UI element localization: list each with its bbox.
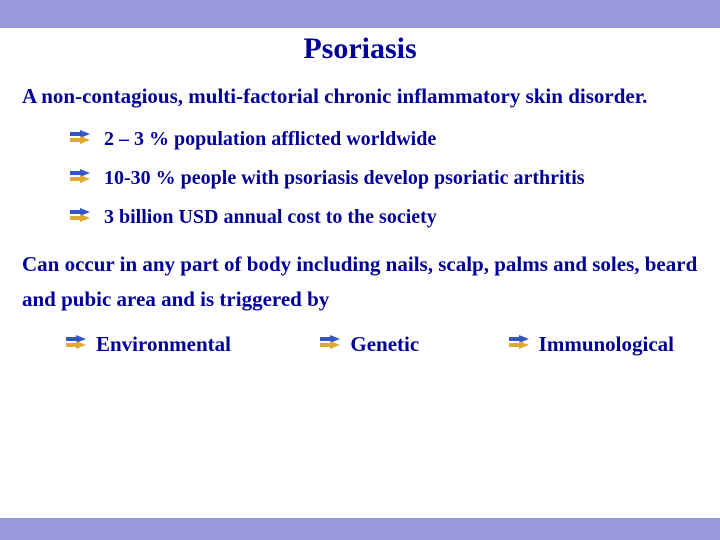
top-bar bbox=[0, 0, 720, 28]
arrow-bullet-icon bbox=[70, 208, 90, 227]
list-item: 2 – 3 % population afflicted worldwide bbox=[70, 124, 698, 155]
bullet-text: 3 billion USD annual cost to the society bbox=[104, 202, 437, 233]
bottom-bar bbox=[0, 518, 720, 540]
body-text: Can occur in any part of body including … bbox=[22, 247, 698, 318]
bullet-text: 10-30 % people with psoriasis develop ps… bbox=[104, 163, 585, 194]
arrow-bullet-icon bbox=[70, 169, 90, 188]
list-item: 3 billion USD annual cost to the society bbox=[70, 202, 698, 233]
slide-content: Psoriasis A non-contagious, multi-factor… bbox=[0, 28, 720, 357]
trigger-label: Environmental bbox=[96, 332, 231, 357]
arrow-bullet-icon bbox=[66, 335, 86, 354]
subtitle-text: A non-contagious, multi-factorial chroni… bbox=[22, 80, 698, 114]
arrow-bullet-icon bbox=[70, 130, 90, 149]
arrow-bullet-icon bbox=[320, 335, 340, 354]
bullet-list: 2 – 3 % population afflicted worldwide 1… bbox=[70, 124, 698, 233]
trigger-list: Environmental Genetic Immunological bbox=[22, 332, 698, 357]
trigger-label: Immunological bbox=[539, 332, 674, 357]
list-item: 10-30 % people with psoriasis develop ps… bbox=[70, 163, 698, 194]
bullet-text: 2 – 3 % population afflicted worldwide bbox=[104, 124, 436, 155]
trigger-label: Genetic bbox=[350, 332, 419, 357]
trigger-item: Immunological bbox=[509, 332, 674, 357]
trigger-item: Genetic bbox=[320, 332, 419, 357]
page-title: Psoriasis bbox=[22, 32, 698, 66]
arrow-bullet-icon bbox=[509, 335, 529, 354]
trigger-item: Environmental bbox=[66, 332, 231, 357]
